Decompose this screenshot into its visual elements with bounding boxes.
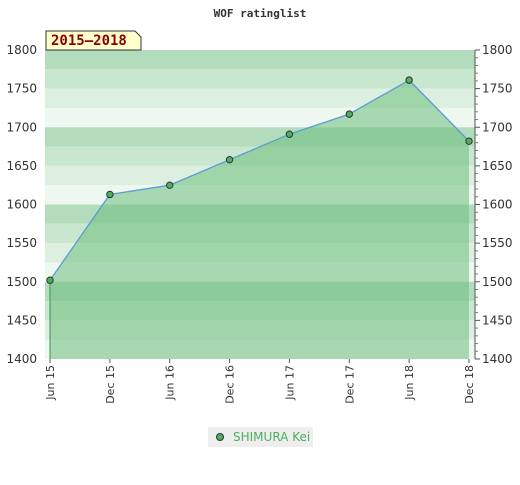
y-tick-label-right: 1400 — [482, 352, 513, 366]
y-tick-label-left: 1700 — [6, 120, 37, 134]
legend-marker — [216, 433, 224, 441]
x-tick-label: Jun 17 — [283, 365, 296, 401]
data-point — [166, 181, 174, 189]
y-tick-label-left: 1650 — [6, 159, 37, 173]
y-axis-left: 1400 1450 1500 1550 1600 1650 1700 1750 1800 — [6, 43, 37, 366]
period-label: 2015–2018 — [51, 33, 127, 49]
data-point — [225, 155, 234, 164]
period-badge: 2015–2018 — [45, 30, 142, 51]
y-tick-label-left: 1800 — [6, 43, 37, 57]
background-band — [45, 69, 475, 89]
legend[interactable]: SHIMURA Kei — [208, 427, 313, 447]
x-axis: Jun 15 Dec 15 Jun 16 Dec 16 Jun 17 Dec 17 Jun … — [44, 359, 476, 404]
y-tick-label-right: 1600 — [482, 198, 513, 212]
data-markers — [46, 76, 473, 284]
y-tick-label-left: 1500 — [6, 275, 37, 289]
series-area — [50, 80, 469, 359]
series-line — [49, 79, 470, 281]
legend-series-label: SHIMURA Kei — [233, 430, 310, 444]
y-tick-label-right: 1450 — [482, 313, 513, 327]
y-tick-label-right: 1750 — [482, 82, 513, 96]
area-layer — [49, 79, 470, 359]
x-tick-label: Dec 15 — [104, 365, 117, 404]
y-tick-label-left: 1400 — [6, 352, 37, 366]
y-tick-label-right: 1700 — [482, 120, 513, 134]
x-tick-label: Dec 18 — [463, 365, 476, 404]
y-axis-right: 1400 1450 1500 1550 1600 1650 1700 1750 1800 — [474, 43, 513, 366]
y-tick-label-left: 1750 — [6, 82, 37, 96]
legend-box — [208, 427, 313, 447]
period-badge-box — [45, 30, 142, 51]
y-tick-label-left: 1600 — [6, 198, 37, 212]
x-tick-label: Dec 16 — [224, 365, 237, 404]
data-point — [345, 110, 353, 118]
x-tick-label: Jun 15 — [44, 365, 57, 401]
data-point — [285, 130, 294, 138]
data-point — [465, 137, 473, 145]
chart-title: WOF ratinglist — [214, 7, 307, 20]
y-tick-label-right: 1800 — [482, 43, 513, 57]
x-tick-label: Jun 18 — [403, 365, 416, 401]
y-tick-label-left: 1450 — [6, 313, 37, 327]
x-tick-label: Jun 16 — [164, 365, 177, 401]
x-tick-label: Dec 17 — [343, 365, 356, 404]
data-point — [106, 190, 114, 199]
background-band — [45, 50, 475, 70]
y-tick-label-right: 1650 — [482, 159, 513, 173]
y-tick-label-left: 1550 — [6, 236, 37, 250]
data-point — [46, 276, 54, 284]
y-tick-label-right: 1500 — [482, 275, 513, 289]
y-tick-label-right: 1550 — [482, 236, 513, 250]
data-point — [405, 76, 413, 84]
